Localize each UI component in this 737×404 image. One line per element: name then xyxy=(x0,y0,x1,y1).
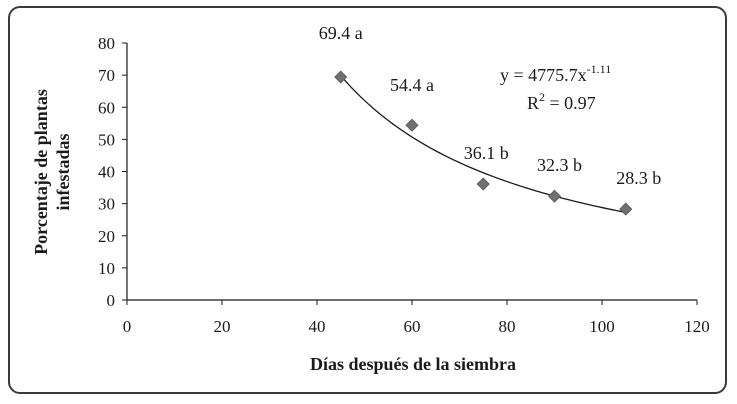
y-tick-label: 40 xyxy=(98,163,115,182)
data-labels: 69.4 a 54.4 a 36.1 b 32.3 b 28.3 b xyxy=(319,23,662,188)
data-point xyxy=(334,70,348,84)
x-axis-title: Días después de la siembra xyxy=(310,354,516,374)
data-point xyxy=(547,189,562,203)
y-tick-label: 10 xyxy=(98,259,115,278)
x-tick-label: 100 xyxy=(589,317,615,336)
r2-superscript: 2 xyxy=(539,90,545,104)
x-tick-label: 120 xyxy=(684,317,710,336)
data-label: 36.1 b xyxy=(464,143,509,163)
r-squared: R2 = 0.97 xyxy=(527,90,596,113)
data-point xyxy=(476,177,490,191)
x-tick-label: 0 xyxy=(123,317,132,336)
x-tick-label: 40 xyxy=(309,317,326,336)
trendline xyxy=(340,75,626,214)
equation-exponent: -1.11 xyxy=(587,62,612,76)
y-tick-label: 50 xyxy=(98,130,115,149)
y-tick-label: 30 xyxy=(98,195,115,214)
r2-value: = 0.97 xyxy=(545,93,596,113)
axes xyxy=(122,42,698,305)
trend-equation: y = 4775.7x-1.11 xyxy=(500,62,611,85)
y-tick-labels: 0 10 20 30 40 50 60 70 80 xyxy=(98,34,115,310)
x-tick-label: 80 xyxy=(499,317,516,336)
y-axis-title-line-2: infestadas xyxy=(53,133,73,210)
data-label: 54.4 a xyxy=(390,75,434,95)
y-tick-label: 80 xyxy=(98,34,115,53)
y-tick-label: 70 xyxy=(98,66,115,85)
data-label: 69.4 a xyxy=(319,23,363,43)
data-label: 28.3 b xyxy=(616,168,661,188)
y-axis-title-line-1: Porcentaje de plantas xyxy=(31,89,51,255)
data-markers xyxy=(334,70,633,216)
y-tick-label: 20 xyxy=(98,227,115,246)
x-tick-labels: 0 20 40 60 80 100 120 xyxy=(123,317,710,336)
r2-base: R xyxy=(527,93,539,113)
y-tick-label: 60 xyxy=(98,98,115,117)
data-point xyxy=(405,118,419,132)
data-point xyxy=(619,202,633,216)
data-label: 32.3 b xyxy=(537,155,582,175)
chart-frame xyxy=(8,6,727,394)
y-tick-label: 0 xyxy=(107,291,116,310)
x-tick-label: 20 xyxy=(214,317,231,336)
x-tick-label: 60 xyxy=(404,317,421,336)
equation-base: y = 4775.7x xyxy=(500,65,587,85)
